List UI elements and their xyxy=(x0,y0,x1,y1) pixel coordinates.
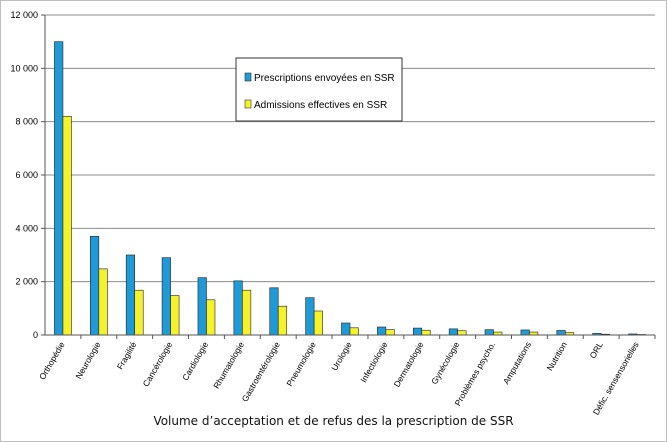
y-tick-label: 0 xyxy=(33,330,38,340)
bar-admissions xyxy=(134,289,144,336)
bar-admissions xyxy=(313,310,323,336)
y-axis-ticks: 0 2 000 4 000 6 000 8 000 10 000 12 000 xyxy=(10,10,45,340)
x-tick-label: Amputations xyxy=(501,340,533,386)
x-tick-label: ORL xyxy=(588,340,606,360)
bar-admissions xyxy=(170,295,180,336)
x-tick-label: Pneumologie xyxy=(284,340,318,388)
x-tick-label: Cardiologie xyxy=(180,340,210,382)
bar-prescriptions xyxy=(556,330,566,336)
bar-prescriptions xyxy=(341,322,351,336)
x-tick-label: Gastroentérologie xyxy=(240,340,283,404)
bar-admissions xyxy=(62,116,72,336)
bar-admissions xyxy=(421,329,431,336)
bar-admissions xyxy=(457,330,467,336)
y-tick-label: 6 000 xyxy=(15,170,38,180)
bar-prescriptions xyxy=(412,327,423,336)
bar-prescriptions xyxy=(125,254,136,336)
legend: Prescriptions envoyées en SSR Admissions… xyxy=(235,57,403,122)
bar-prescriptions xyxy=(520,329,530,336)
x-tick-label: Neurologie xyxy=(73,340,102,381)
bar-prescriptions xyxy=(269,287,279,336)
bar-prescriptions xyxy=(54,41,64,336)
x-tick-label: Rhumatologie xyxy=(211,340,246,391)
bar-prescriptions xyxy=(90,236,100,336)
legend-label-2: Admissions effectives en SSR xyxy=(254,100,387,111)
bar-admissions xyxy=(277,305,288,336)
bar-prescriptions xyxy=(197,277,207,336)
x-axis-labels: Orthopédie Neurologie Fragilité Cancérologi… xyxy=(37,335,656,417)
y-tick-label: 2 000 xyxy=(15,277,38,287)
grid-lines xyxy=(45,14,655,283)
x-tick-label: Gynécologie xyxy=(429,340,461,386)
x-tick-label: Dermatologie xyxy=(392,340,426,389)
x-tick-label: Urologie xyxy=(329,340,354,373)
x-tick-label: Nutrition xyxy=(545,340,570,373)
bar-prescriptions xyxy=(305,297,315,336)
x-tick-label: Infectiologie xyxy=(358,340,389,385)
legend-swatch-2 xyxy=(244,99,252,109)
y-tick-label: 4 000 xyxy=(15,223,38,233)
legend-label-1: Prescriptions envoyées en SSR xyxy=(254,73,395,84)
bar-admissions xyxy=(98,268,108,336)
y-tick-label: 10 000 xyxy=(10,63,38,73)
x-tick-label: Cancérologie xyxy=(141,340,175,389)
bar-prescriptions xyxy=(161,257,171,336)
y-tick-label: 8 000 xyxy=(15,117,38,127)
bar-admissions xyxy=(242,289,252,336)
bar-prescriptions xyxy=(233,280,243,336)
bar-prescriptions xyxy=(448,328,458,336)
bar-admissions xyxy=(385,329,395,336)
x-tick-label: Orthopédie xyxy=(37,340,67,382)
legend-swatch-1 xyxy=(244,72,252,82)
y-tick-label: 12 000 xyxy=(10,10,38,20)
bar-admissions xyxy=(206,299,216,336)
x-tick-label: Fragilité xyxy=(115,340,139,371)
legend-box xyxy=(235,57,403,122)
x-tick-label: Problèmes psycho. xyxy=(452,340,497,408)
bar-admissions xyxy=(349,327,359,336)
chart-caption: Volume d’acceptation et de refus des la … xyxy=(153,414,514,428)
bar-prescriptions xyxy=(484,329,494,336)
bar-prescriptions xyxy=(377,326,387,336)
